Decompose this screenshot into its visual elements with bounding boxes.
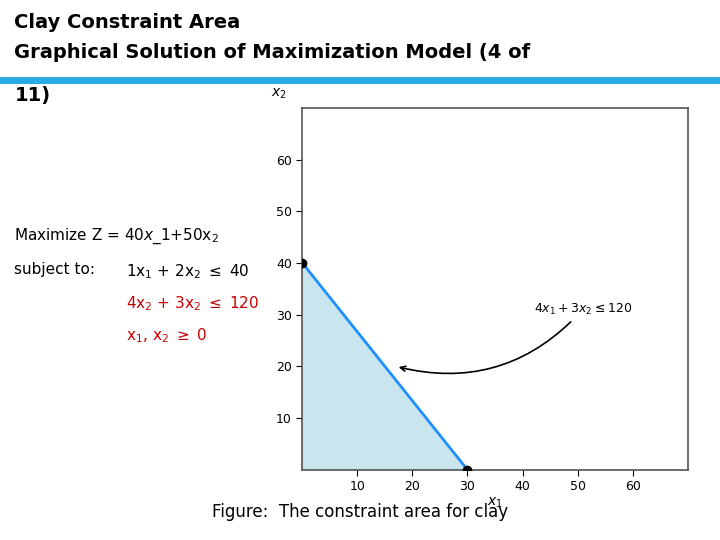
Polygon shape: [302, 263, 467, 470]
Text: 11): 11): [14, 86, 50, 105]
Text: $4x_1 + 3x_2 \leq 120$: $4x_1 + 3x_2 \leq 120$: [400, 302, 631, 374]
Text: 1x$_1$ + 2x$_2$ $\leq$ 40: 1x$_1$ + 2x$_2$ $\leq$ 40: [126, 262, 249, 281]
Text: subject to:: subject to:: [14, 262, 95, 277]
Text: x$_1$, x$_2$ $\geq$ 0: x$_1$, x$_2$ $\geq$ 0: [126, 327, 207, 346]
Text: Figure:  The constraint area for clay: Figure: The constraint area for clay: [212, 503, 508, 521]
Text: Clay Constraint Area: Clay Constraint Area: [14, 14, 240, 32]
Text: Graphical Solution of Maximization Model (4 of: Graphical Solution of Maximization Model…: [14, 43, 531, 62]
Text: $x_2$: $x_2$: [271, 86, 287, 101]
Text: 4x$_2$ + 3x$_2$ $\leq$ 120: 4x$_2$ + 3x$_2$ $\leq$ 120: [126, 294, 259, 313]
Text: Maximize Z = $40x$_1$ + $50x$_2$: Maximize Z = $40x$_1$ + $50x$_2$: [14, 227, 219, 246]
X-axis label: $x_1$: $x_1$: [487, 496, 503, 510]
